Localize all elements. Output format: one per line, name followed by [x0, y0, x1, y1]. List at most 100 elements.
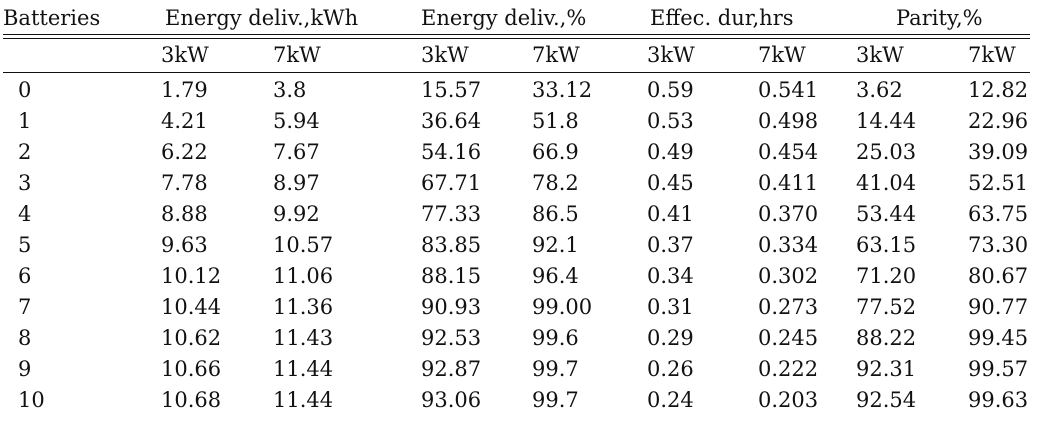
- table-cell: 11.36: [273, 295, 334, 319]
- table-cell: 0: [18, 78, 32, 102]
- table-cell: 66.9: [532, 140, 579, 164]
- table-cell: 5.94: [273, 109, 320, 133]
- header-energy-kwh: Energy deliv.,kWh: [165, 6, 359, 30]
- table-cell: 53.44: [856, 202, 917, 226]
- table-cell: 93.06: [421, 388, 482, 412]
- table-cell: 52.51: [968, 171, 1029, 195]
- table-cell: 36.64: [421, 109, 482, 133]
- table-cell: 4: [18, 202, 32, 226]
- subheader-cell: 7kW: [968, 43, 1016, 67]
- table-cell: 1.79: [161, 78, 208, 102]
- subheader-rule: [3, 72, 1030, 73]
- table-cell: 0.26: [647, 357, 694, 381]
- table-cell: 8.88: [161, 202, 208, 226]
- table-cell: 0.411: [758, 171, 819, 195]
- subheader-cell: 7kW: [758, 43, 806, 67]
- table-cell: 41.04: [856, 171, 917, 195]
- table-cell: 92.53: [421, 326, 482, 350]
- table-cell: 9.63: [161, 233, 208, 257]
- table-cell: 99.45: [968, 326, 1029, 350]
- table-cell: 10.62: [161, 326, 222, 350]
- table-cell: 0.34: [647, 264, 694, 288]
- top-rule: [3, 34, 1030, 35]
- table-cell: 90.93: [421, 295, 482, 319]
- table-cell: 0.45: [647, 171, 694, 195]
- table-cell: 25.03: [856, 140, 917, 164]
- table-cell: 11.43: [273, 326, 334, 350]
- subheader-cell: 3kW: [421, 43, 469, 67]
- table-cell: 6.22: [161, 140, 208, 164]
- table-cell: 0.454: [758, 140, 819, 164]
- table-cell: 77.33: [421, 202, 482, 226]
- table-cell: 10.66: [161, 357, 222, 381]
- table-cell: 12.82: [968, 78, 1029, 102]
- top-rule-second: [3, 38, 1030, 39]
- subheader-cell: 7kW: [532, 43, 580, 67]
- table-cell: 0.37: [647, 233, 694, 257]
- table-cell: 3.8: [273, 78, 307, 102]
- table-cell: 63.75: [968, 202, 1029, 226]
- table-cell: 0.302: [758, 264, 819, 288]
- table-cell: 63.15: [856, 233, 917, 257]
- table-cell: 9.92: [273, 202, 320, 226]
- header-energy-percent: Energy deliv.,%: [421, 6, 587, 30]
- table-cell: 0.245: [758, 326, 819, 350]
- table-cell: 0.29: [647, 326, 694, 350]
- table-cell: 92.1: [532, 233, 579, 257]
- header-parity: Parity,%: [896, 6, 983, 30]
- table-cell: 0.59: [647, 78, 694, 102]
- table-cell: 7: [18, 295, 32, 319]
- table-cell: 5: [18, 233, 32, 257]
- table-cell: 88.15: [421, 264, 482, 288]
- table-cell: 0.203: [758, 388, 819, 412]
- table-cell: 11.44: [273, 357, 334, 381]
- table-cell: 96.4: [532, 264, 579, 288]
- table-cell: 3: [18, 171, 32, 195]
- table-cell: 99.7: [532, 388, 579, 412]
- table-cell: 0.541: [758, 78, 819, 102]
- table-cell: 10.57: [273, 233, 334, 257]
- table-cell: 80.67: [968, 264, 1029, 288]
- table-cell: 10: [18, 388, 45, 412]
- table-cell: 99.6: [532, 326, 579, 350]
- table-cell: 3.62: [856, 78, 903, 102]
- table-cell: 92.31: [856, 357, 917, 381]
- table-cell: 0.53: [647, 109, 694, 133]
- table-cell: 0.49: [647, 140, 694, 164]
- table-cell: 14.44: [856, 109, 917, 133]
- table-cell: 99.63: [968, 388, 1029, 412]
- table-cell: 0.222: [758, 357, 819, 381]
- table-cell: 0.24: [647, 388, 694, 412]
- subheader-cell: 7kW: [273, 43, 321, 67]
- table-cell: 92.87: [421, 357, 482, 381]
- table-cell: 2: [18, 140, 32, 164]
- subheader-cell: 3kW: [161, 43, 209, 67]
- table-cell: 88.22: [856, 326, 917, 350]
- table-cell: 99.00: [532, 295, 593, 319]
- table-cell: 71.20: [856, 264, 917, 288]
- table-cell: 99.57: [968, 357, 1029, 381]
- table-cell: 33.12: [532, 78, 593, 102]
- table-cell: 8: [18, 326, 32, 350]
- table-cell: 10.68: [161, 388, 222, 412]
- table-cell: 92.54: [856, 388, 917, 412]
- table-cell: 86.5: [532, 202, 579, 226]
- table-cell: 10.44: [161, 295, 222, 319]
- table-cell: 9: [18, 357, 32, 381]
- table-cell: 0.370: [758, 202, 819, 226]
- table-cell: 83.85: [421, 233, 482, 257]
- table-cell: 54.16: [421, 140, 482, 164]
- table-cell: 39.09: [968, 140, 1029, 164]
- table-cell: 0.31: [647, 295, 694, 319]
- table-cell: 0.273: [758, 295, 819, 319]
- subheader-cell: 3kW: [856, 43, 904, 67]
- table-cell: 78.2: [532, 171, 579, 195]
- table-cell: 7.78: [161, 171, 208, 195]
- table-cell: 11.06: [273, 264, 334, 288]
- table-cell: 73.30: [968, 233, 1029, 257]
- table-cell: 1: [18, 109, 32, 133]
- table-cell: 22.96: [968, 109, 1029, 133]
- table-cell: 4.21: [161, 109, 208, 133]
- table-cell: 51.8: [532, 109, 579, 133]
- table-cell: 7.67: [273, 140, 320, 164]
